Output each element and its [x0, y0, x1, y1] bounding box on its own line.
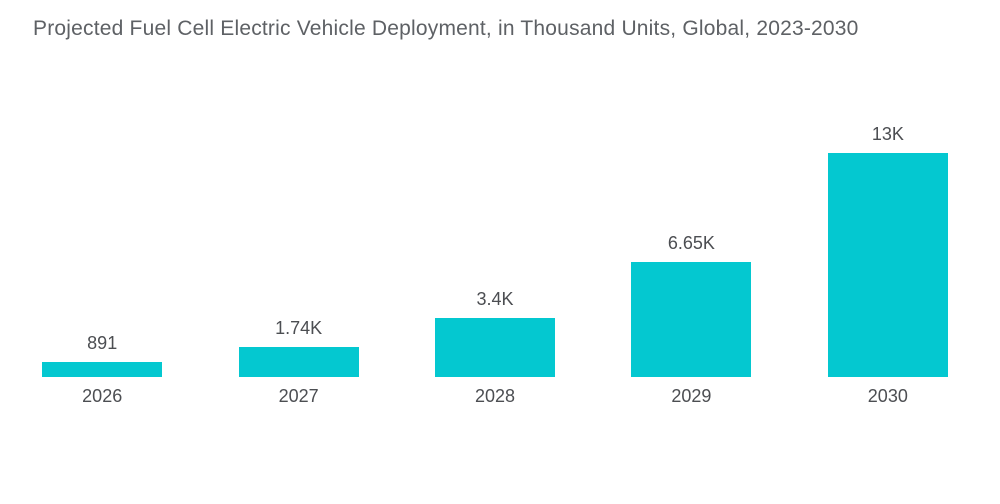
bar-value-label: 13K [871, 124, 904, 144]
bar-chart: 891 2026 1.74K 2027 3.4K 2028 6.65K 2029 13K 2030 [4, 124, 986, 406]
x-axis-label: 2030 [867, 386, 908, 406]
chart-title: Projected Fuel Cell Electric Vehicle Dep… [33, 17, 859, 40]
x-axis-label: 2027 [278, 386, 319, 406]
bar-group-2029: 6.65K 2029 [593, 233, 789, 406]
bar-2026[interactable] [42, 362, 163, 377]
bar-value-label: 3.4K [476, 289, 514, 309]
x-axis-label: 2029 [671, 386, 712, 406]
x-axis-label: 2028 [474, 386, 516, 406]
bar-value-label: 1.74K [275, 318, 323, 338]
bar-2028[interactable] [435, 318, 556, 377]
bar-2030[interactable] [827, 153, 948, 377]
bar-value-label: 891 [87, 333, 118, 353]
x-axis-label: 2026 [82, 386, 123, 406]
bar-group-2026: 891 2026 [4, 333, 200, 406]
bar-2027[interactable] [238, 347, 359, 377]
bar-group-2028: 3.4K 2028 [397, 289, 593, 406]
bar-group-2027: 1.74K 2027 [200, 318, 396, 406]
bar-group-2030: 13K 2030 [790, 124, 986, 406]
bar-value-label: 6.65K [667, 233, 715, 253]
bar-2029[interactable] [631, 262, 752, 377]
